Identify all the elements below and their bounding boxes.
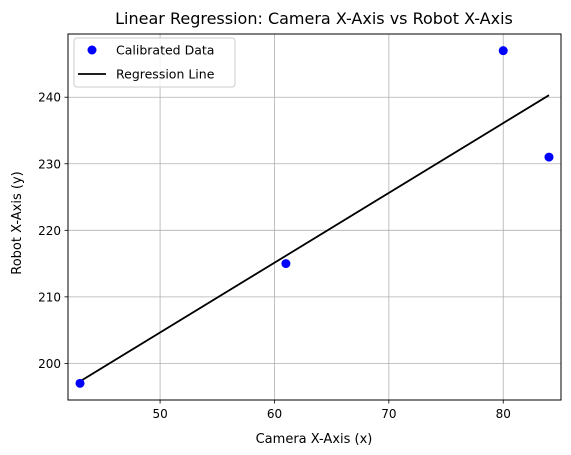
chart-title: Linear Regression: Camera X-Axis vs Robo… [115,9,513,28]
x-tick-label: 70 [381,407,396,421]
x-tick-label: 60 [267,407,282,421]
legend-label: Calibrated Data [116,43,214,58]
legend-marker-scatter [87,45,97,55]
y-tick-label: 230 [38,157,61,171]
data-point [544,152,554,162]
y-axis-label: Robot X-Axis (y) [10,171,25,274]
x-axis-label: Camera X-Axis (x) [256,432,373,447]
y-tick-label: 210 [38,290,61,304]
legend: Calibrated Data Regression Line [73,37,236,88]
x-tick-label: 50 [152,407,167,421]
axes-frame [67,33,562,401]
data-point [281,259,291,269]
y-tick-label: 240 [38,91,61,105]
y-tick-label: 220 [38,224,61,238]
ticks: 50 60 70 80 200 210 220 230 240 [38,91,511,421]
x-tick-label: 80 [496,407,511,421]
regression-line [79,94,550,383]
y-tick-label: 200 [38,357,61,371]
grid [68,34,561,400]
data-point [75,378,85,388]
plot-series [75,46,554,388]
legend-label: Regression Line [116,67,215,82]
legend-box [73,37,236,88]
data-point [498,46,508,56]
